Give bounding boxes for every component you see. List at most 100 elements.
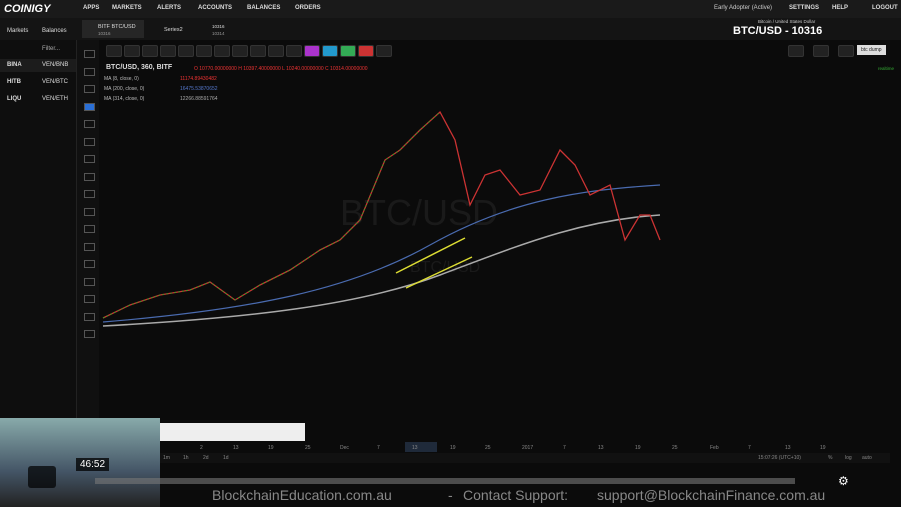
watermark: BTC/USD (410, 259, 480, 276)
option[interactable]: log (845, 455, 852, 461)
toolbar-button[interactable] (322, 45, 338, 57)
draw-tool[interactable] (84, 277, 95, 286)
tab[interactable]: BITF BTC/USD (98, 24, 136, 30)
nav-item[interactable]: ACCOUNTS (198, 5, 232, 11)
ma-name: MA (8, close, 0) (104, 76, 139, 82)
x-tick-label: 25 (485, 445, 491, 451)
nav-item[interactable]: BALANCES (247, 5, 281, 11)
toolbar-button[interactable] (838, 45, 854, 57)
play-button[interactable] (28, 466, 56, 488)
draw-tool[interactable] (84, 120, 95, 128)
tab-sub: 10316 (98, 31, 111, 36)
price-line (102, 110, 661, 319)
draw-tool[interactable] (84, 190, 95, 198)
drawing-popup[interactable] (160, 423, 305, 441)
market-cell[interactable]: VEN/BTC (42, 79, 69, 85)
toolbar-button[interactable] (142, 45, 158, 57)
option[interactable]: auto (862, 455, 872, 461)
market-cell[interactable]: BINA (7, 62, 22, 68)
nav-item[interactable]: MARKETS (112, 5, 142, 11)
toolbar-button[interactable] (340, 45, 356, 57)
toolbar-button[interactable] (106, 45, 122, 57)
range-button[interactable]: 1d (223, 455, 229, 461)
market-cell[interactable]: VEN/ETH (42, 96, 69, 102)
tab[interactable]: Series2 (164, 27, 183, 33)
toolbar-button[interactable] (232, 45, 248, 57)
draw-tool[interactable] (84, 172, 95, 181)
footer-contact: Contact Support: (463, 487, 569, 503)
footer-site: BlockchainEducation.com.au (212, 487, 392, 503)
draw-tool[interactable] (84, 137, 95, 146)
option[interactable]: % (828, 455, 833, 461)
draw-tool[interactable] (84, 155, 95, 163)
draw-tool[interactable] (84, 260, 95, 268)
x-tick-label: 25 (672, 445, 678, 451)
tab-sub: 10314 (212, 31, 225, 36)
ohlc: O 10770.00000000 H 10397.40000000 L 1024… (194, 66, 368, 72)
x-tick-label: 19 (820, 445, 826, 451)
nav-item[interactable]: SETTINGS (789, 5, 820, 11)
toolbar-button[interactable] (304, 45, 320, 57)
market-cell[interactable]: VEN/BNB (42, 62, 69, 68)
toolbar-button[interactable] (813, 45, 829, 57)
range-button[interactable]: 1m (163, 455, 170, 461)
status: Early Adopter (Active) (714, 5, 773, 11)
x-tick-label: 13 (233, 445, 239, 451)
active-tab[interactable] (82, 20, 144, 38)
pair-subtitle: Bitcoin / United States Dollar (758, 19, 816, 24)
ma-value: 16475.53870652 (180, 86, 218, 92)
toolbar-button[interactable] (196, 45, 212, 57)
nav-item[interactable]: APPS (83, 5, 100, 11)
logo: COINIGY (4, 3, 51, 15)
range-button[interactable]: 2d (203, 455, 209, 461)
x-tick-label: 19 (268, 445, 274, 451)
toolbar-button[interactable] (268, 45, 284, 57)
draw-tool[interactable] (84, 102, 95, 111)
tab-bar (0, 18, 901, 40)
nav-item[interactable]: HELP (832, 5, 849, 11)
draw-tool[interactable] (84, 330, 95, 338)
x-tick-label: 7 (748, 445, 751, 451)
market-cell[interactable]: LIQU (7, 96, 22, 102)
nav-item[interactable]: ORDERS (295, 5, 321, 11)
draw-tool[interactable] (84, 242, 95, 251)
toolbar-button[interactable] (178, 45, 194, 57)
progress-bar[interactable] (95, 478, 795, 484)
tab[interactable]: 10316 (212, 24, 225, 29)
draw-tool[interactable] (84, 312, 95, 321)
draw-tool[interactable] (84, 207, 95, 216)
x-tick-label: 7 (563, 445, 566, 451)
toolbar-button[interactable] (160, 45, 176, 57)
trend-line (405, 256, 473, 289)
range-button[interactable]: 1h (183, 455, 189, 461)
sidebar-tab[interactable]: Markets (7, 28, 29, 34)
x-tick-label: 19 (635, 445, 641, 451)
drawing-toolbar (77, 40, 99, 420)
realtime: realtime (878, 66, 895, 71)
draw-tool[interactable] (84, 50, 95, 58)
symbol: BTC/USD, 360, BITF (106, 64, 173, 71)
draw-tool[interactable] (84, 295, 95, 303)
toolbar-button[interactable] (788, 45, 804, 57)
toolbar-button[interactable] (286, 45, 302, 57)
draw-tool[interactable] (84, 225, 95, 233)
toolbar-button[interactable] (250, 45, 266, 57)
nav-item[interactable]: LOGOUT (872, 5, 898, 11)
draw-tool[interactable] (84, 85, 95, 93)
ma-line (102, 184, 661, 323)
toolbar-button[interactable] (214, 45, 230, 57)
settings-icon[interactable]: ⚙ (838, 474, 849, 488)
filter[interactable]: Filter... (42, 46, 61, 52)
toolbar-button[interactable] (124, 45, 140, 57)
sidebar-tab[interactable]: Balances (42, 28, 67, 34)
ma-value: 12266.88591764 (180, 96, 218, 102)
toolbar-button[interactable] (376, 45, 392, 57)
x-tick-label: 13 (785, 445, 791, 451)
market-cell[interactable]: HITB (7, 79, 21, 85)
footer-email: support@BlockchainFinance.com.au (597, 487, 826, 503)
toolbar-button[interactable] (358, 45, 374, 57)
tooltip: btc dump (857, 45, 886, 55)
nav-item[interactable]: ALERTS (157, 5, 181, 11)
draw-tool[interactable] (84, 67, 95, 76)
ma-name: MA (200, close, 0) (104, 86, 145, 92)
